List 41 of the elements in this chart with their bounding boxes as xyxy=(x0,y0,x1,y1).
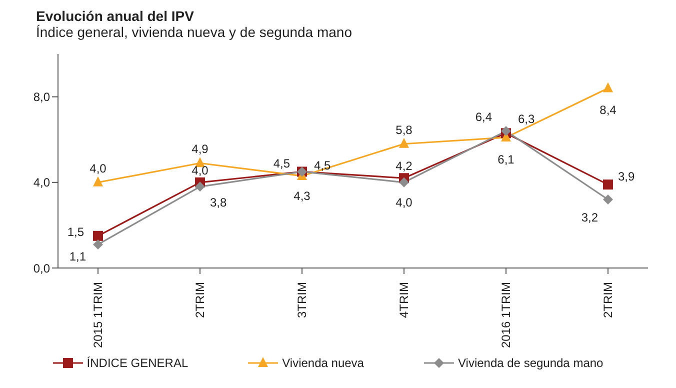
y-tick-label: 4,0 xyxy=(33,176,50,190)
x-tick-label: 2TRIM xyxy=(601,282,615,318)
y-tick-label: 8,0 xyxy=(33,90,50,104)
point xyxy=(603,194,613,205)
data-label: 4,3 xyxy=(294,188,311,203)
x-tick-label: 4TRIM xyxy=(397,282,411,318)
data-label: 4,0 xyxy=(396,195,413,210)
point xyxy=(93,176,103,186)
point xyxy=(603,82,613,92)
point xyxy=(93,230,103,241)
point xyxy=(195,182,205,192)
legend-label: Vivienda nueva xyxy=(281,356,364,370)
x-tick-label: 2016 1TRIM xyxy=(499,282,513,348)
x-tick-label: 2015 1TRIM xyxy=(91,282,105,348)
chart-title: Evolución anual del IPV xyxy=(35,8,195,24)
data-label: 6,3 xyxy=(518,112,536,126)
data-label: 3,8 xyxy=(210,196,228,210)
data-label: 4,5 xyxy=(273,156,290,171)
legend-label: Vivienda de segunda mano xyxy=(456,356,604,370)
data-label: 4,5 xyxy=(314,158,332,173)
data-label: 6,4 xyxy=(475,110,492,124)
data-label: 8,4 xyxy=(600,103,617,118)
data-label: 6,1 xyxy=(498,152,515,166)
legend-label: ÍNDICE GENERAL xyxy=(86,356,188,370)
point xyxy=(93,239,103,250)
point xyxy=(399,177,409,188)
chart-subtitle: Índice general, vivienda nueva y de segunda mano xyxy=(35,24,353,40)
data-label: 4,9 xyxy=(192,142,209,156)
data-label: 1,1 xyxy=(69,249,86,264)
y-tick-label: 0,0 xyxy=(33,261,50,276)
data-label: 4,0 xyxy=(90,161,107,176)
point xyxy=(399,138,409,148)
data-label: 1,5 xyxy=(67,224,84,239)
data-label: 5,8 xyxy=(396,122,413,137)
x-tick-label: 2TRIM xyxy=(193,282,207,318)
data-label: 3,2 xyxy=(581,210,598,225)
data-label: 3,9 xyxy=(618,170,636,184)
data-label: 4,2 xyxy=(396,159,413,174)
point xyxy=(603,180,613,190)
x-tick-label: 3TRIM xyxy=(295,282,309,318)
data-label: 4,0 xyxy=(192,163,209,178)
